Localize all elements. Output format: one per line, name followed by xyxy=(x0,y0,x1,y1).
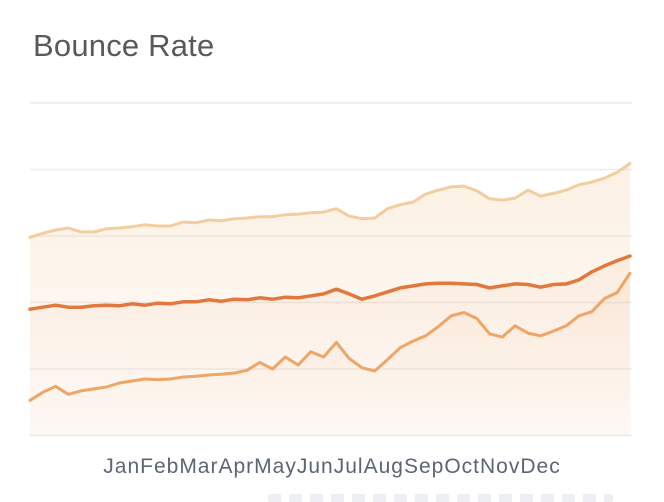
x-axis-label-oct: Oct xyxy=(444,455,480,478)
x-axis-label-dec: Dec xyxy=(520,455,561,478)
clipped-text-artifact xyxy=(268,494,613,502)
x-axis-label-nov: Nov xyxy=(480,455,521,478)
x-axis-label-apr: Apr xyxy=(218,455,255,478)
x-axis-label-row: Jan Feb Mar Apr May Jun Jul Aug Sep Oct Nov Dec xyxy=(0,452,664,482)
x-axis-label-may: May xyxy=(254,455,297,478)
x-axis-label-mar: Mar xyxy=(179,455,219,478)
x-axis-label-jun: Jun xyxy=(296,455,334,478)
x-axis-label-jul: Jul xyxy=(333,455,364,478)
x-axis-label-jan: Jan xyxy=(103,455,141,478)
x-axis-label-aug: Aug xyxy=(363,455,404,478)
average-line xyxy=(28,254,632,311)
lower-band-line xyxy=(28,271,632,402)
chart-title: Bounce Rate xyxy=(33,28,215,63)
x-axis-label-feb: Feb xyxy=(140,455,180,478)
x-axis-label-sep: Sep xyxy=(403,455,445,478)
bounce-rate-chart xyxy=(28,102,632,437)
lower-band-area xyxy=(30,273,630,436)
upper-band-line xyxy=(28,162,632,239)
